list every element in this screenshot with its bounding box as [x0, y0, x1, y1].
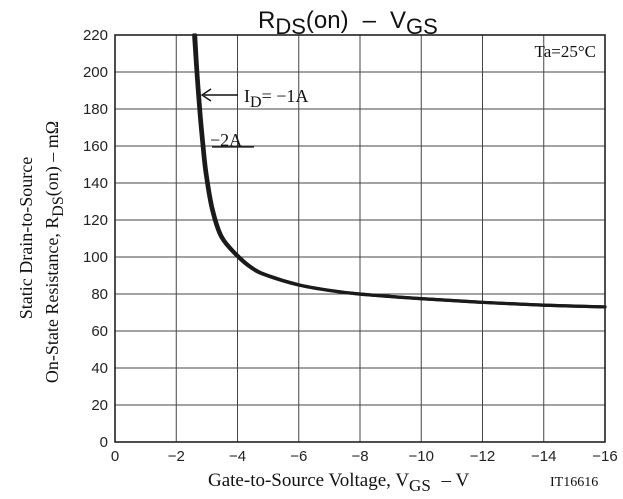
y-tick-label: 80	[91, 286, 108, 303]
y-label-line1: Static Drain-to-Source	[16, 157, 36, 319]
x-label-suffix: – V	[437, 470, 470, 491]
y-tick-label: 0	[100, 434, 108, 451]
x-tick-label: −12	[470, 448, 495, 465]
x-tick-label: −8	[351, 448, 368, 465]
temperature-annotation: Ta=25°C	[535, 42, 596, 61]
y-tick-label: 200	[83, 64, 108, 81]
series-label-1a: ID= −1A	[200, 86, 308, 111]
y-tick-label: 20	[91, 397, 108, 414]
title-v: V	[390, 7, 406, 34]
grid-lines	[115, 35, 605, 442]
y-axis-ticks: 0 20 40 60 80 100 120 140 160 180 200 220	[83, 27, 108, 451]
label-arrowhead	[200, 88, 212, 102]
figure-id: IT16616	[550, 475, 598, 490]
y-axis-label: Static Drain-to-Source	[16, 157, 36, 319]
x-tick-label: −10	[409, 448, 434, 465]
x-tick-label: −2	[168, 448, 185, 465]
y-label-line2-main: On-State Resistance, R	[42, 217, 62, 383]
series-1a-i: I	[244, 86, 250, 106]
series-1a-sub: D	[250, 94, 262, 111]
x-tick-label: −14	[531, 448, 556, 465]
y-axis-label-2: On-State Resistance, RDS(on) – mΩ	[42, 121, 67, 383]
x-label-sub: GS	[409, 476, 431, 495]
y-tick-label: 60	[91, 323, 108, 340]
series-1a-suffix: = −1A	[262, 86, 309, 106]
series-line-2a	[192, 33, 607, 309]
y-tick-label: 120	[83, 212, 108, 229]
y-tick-label: 140	[83, 175, 108, 192]
y-tick-label: 40	[91, 360, 108, 377]
plot-frame	[114, 34, 606, 443]
y-tick-label: 180	[83, 101, 108, 118]
y-label-line2-sub: DS	[50, 196, 67, 216]
x-tick-label: 0	[111, 448, 119, 465]
x-tick-label: −16	[592, 448, 617, 465]
x-tick-label: −6	[290, 448, 307, 465]
y-tick-label: 220	[83, 27, 108, 44]
x-axis-label: Gate-to-Source Voltage, VGS – V	[208, 470, 469, 495]
x-label-main: Gate-to-Source Voltage, V	[208, 470, 409, 491]
series-label-2a: −2A	[210, 130, 254, 150]
y-tick-label: 100	[83, 249, 108, 266]
title-r: R	[258, 7, 275, 34]
series-label-2a-text: −2A	[210, 130, 242, 150]
x-tick-label: −4	[229, 448, 246, 465]
title-dash: –	[363, 7, 377, 34]
y-tick-label: 160	[83, 138, 108, 155]
x-axis-ticks: 0 −2 −4 −6 −8 −10 −12 −14 −16	[111, 448, 618, 465]
y-label-line2: On-State Resistance, RDS(on) – mΩ	[42, 121, 67, 383]
series-label-1a-text: ID= −1A	[244, 86, 308, 111]
series-curves	[192, 33, 607, 309]
title-r-suffix: (on)	[306, 7, 349, 34]
y-label-line2-suffix: (on) – mΩ	[42, 121, 63, 196]
